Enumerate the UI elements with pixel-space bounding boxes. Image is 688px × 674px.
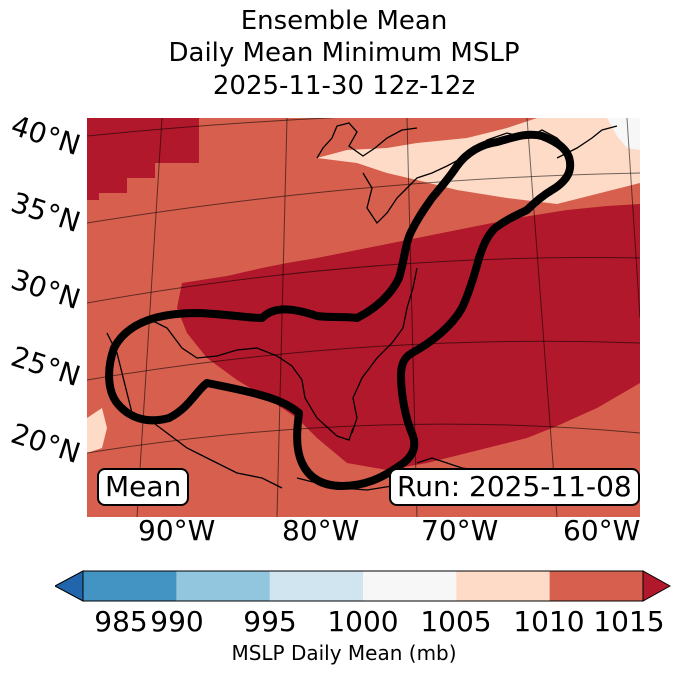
title-line-2: Daily Mean Minimum MSLP [168,38,520,68]
lat-label-40: 40°N [7,108,85,163]
colorbar-tick: 1000 [327,605,399,638]
field-1005-1010-sw [87,408,107,453]
colorbar-frame [82,570,644,602]
lat-label-35: 35°N [7,185,85,240]
lon-label-70w: 70°W [421,514,499,547]
field-high-nw [87,118,199,200]
colorbar-segment [176,571,271,601]
field-high-central [177,204,640,470]
colorbar [55,570,671,602]
colorbar-segment [83,571,177,601]
colorbar-segment [549,571,644,601]
lat-label-25: 25°N [7,339,85,394]
lat-label-30: 30°N [7,262,85,317]
colorbar-tick: 1015 [593,605,665,638]
colorbar-segment [456,571,551,601]
colorbar-extend-low [55,570,84,602]
colorbar-tick: 985 [94,605,148,638]
lon-label-90w: 90°W [138,514,216,547]
run-date-box: Run: 2025-11-08 [389,468,640,506]
map-panel [87,118,640,517]
ensemble-contour [105,130,575,490]
mean-label-box: Mean [97,468,190,506]
map-canvas [87,118,640,517]
colorbar-label: MSLP Daily Mean (mb) [231,641,457,665]
colorbar-extend-high [642,570,671,602]
colorbar-tick: 1010 [513,605,585,638]
colorbar-tick: 990 [150,605,204,638]
lat-label-20: 20°N [7,416,85,471]
colorbar-segment [269,571,364,601]
colorbar-segment [363,571,457,601]
title-line-3: 2025-11-30 12z-12z [212,71,476,101]
title-line-1: Ensemble Mean [240,6,448,36]
lon-label-60w: 60°W [563,514,641,547]
lon-label-80w: 80°W [282,514,360,547]
colorbar-tick: 1005 [420,605,492,638]
colorbar-tick: 995 [243,605,297,638]
